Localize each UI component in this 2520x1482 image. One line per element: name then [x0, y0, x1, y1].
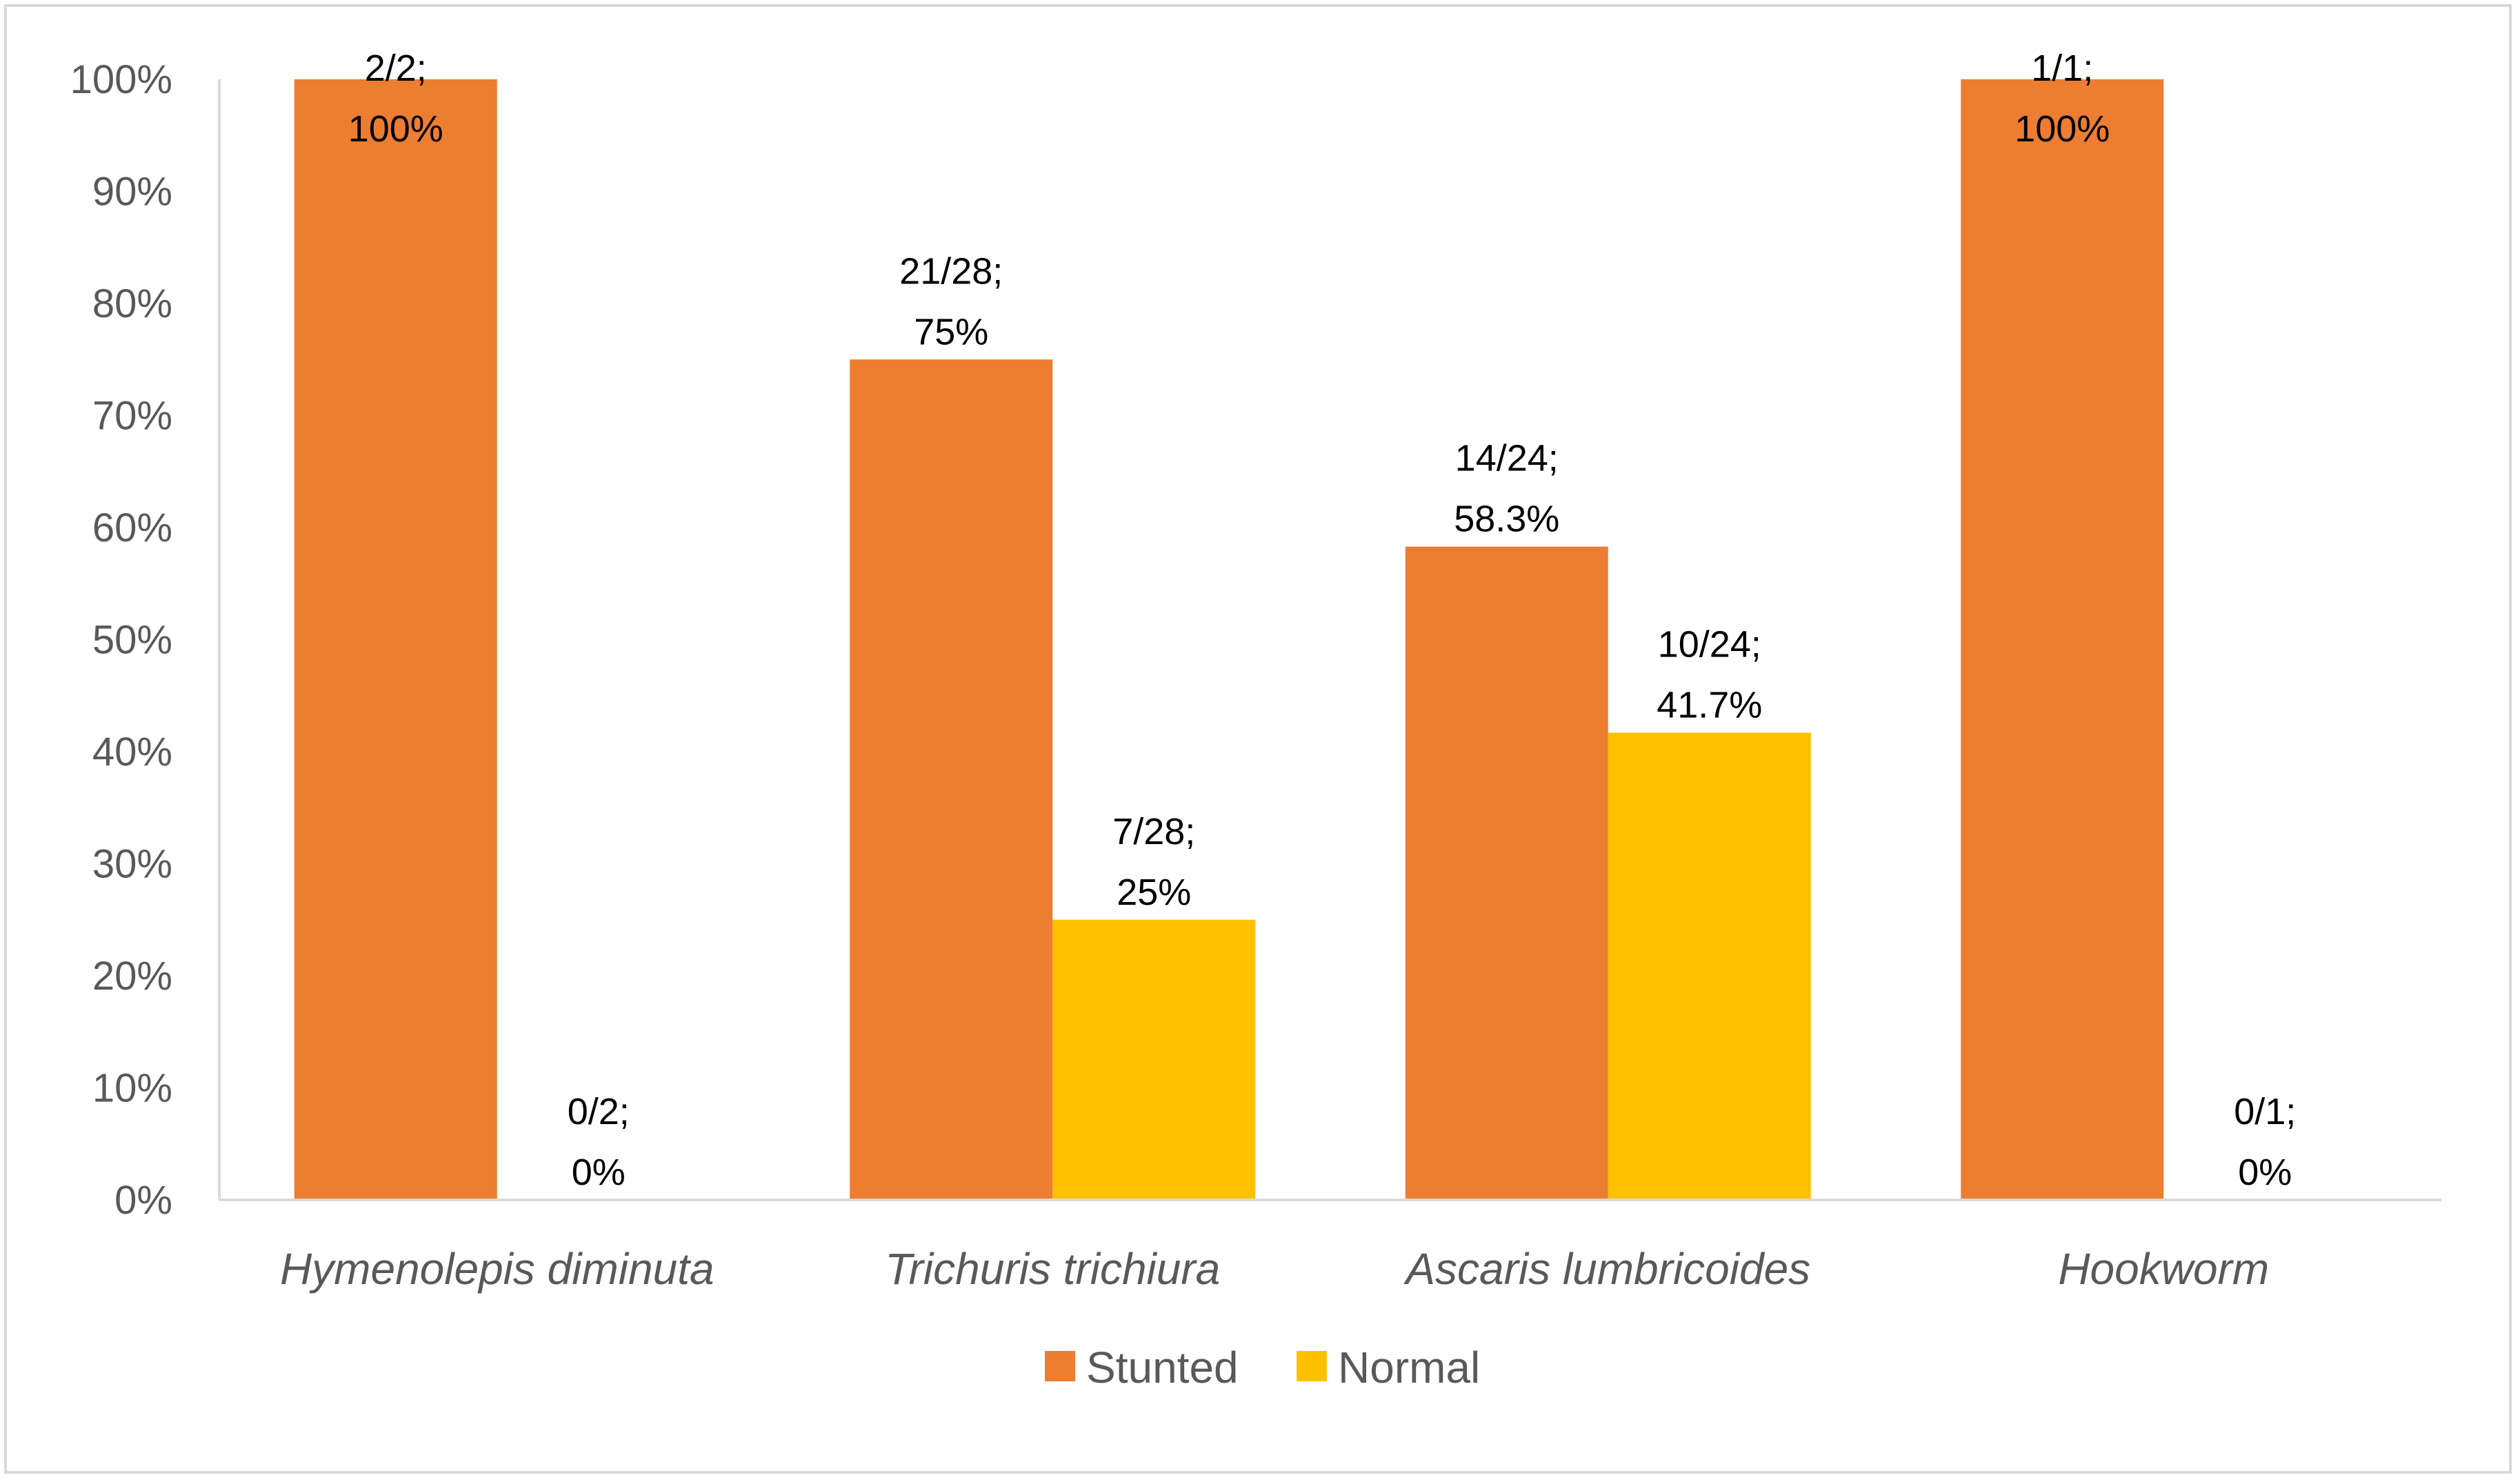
data-label: 7/28; — [1112, 811, 1195, 852]
data-label: 0/2; — [568, 1091, 630, 1132]
data-label: 58.3% — [1454, 499, 1559, 540]
bar-stunted — [850, 359, 1053, 1200]
bar-stunted — [1405, 546, 1608, 1200]
y-tick-label: 50% — [92, 618, 172, 663]
y-tick-label: 40% — [92, 730, 172, 774]
y-tick-label: 80% — [92, 281, 172, 326]
x-category-label: Hymenolepis diminuta — [280, 1244, 714, 1294]
legend-label-normal: Normal — [1338, 1343, 1480, 1392]
legend-swatch-normal — [1297, 1351, 1327, 1381]
data-label: 14/24; — [1455, 438, 1559, 479]
data-label: 75% — [914, 311, 988, 352]
legend-swatch-stunted — [1045, 1351, 1075, 1381]
data-label: 1/1; — [2031, 48, 2093, 89]
y-tick-label: 70% — [92, 394, 172, 439]
data-label: 41.7% — [1657, 684, 1762, 725]
data-label: 0% — [2238, 1152, 2292, 1193]
y-tick-label: 100% — [70, 57, 172, 102]
y-tick-label: 0% — [114, 1178, 172, 1223]
x-category-label: Trichuris trichiura — [885, 1244, 1220, 1294]
data-label: 21/28; — [899, 250, 1003, 292]
y-tick-label: 10% — [92, 1066, 172, 1111]
data-label: 100% — [348, 108, 443, 150]
data-label: 0/1; — [2234, 1091, 2296, 1132]
x-category-label: Ascaris lumbricoides — [1403, 1244, 1810, 1294]
data-label: 0% — [572, 1152, 626, 1193]
data-label: 25% — [1117, 872, 1191, 913]
data-label: 10/24; — [1658, 623, 1761, 665]
legend-label-stunted: Stunted — [1086, 1343, 1239, 1392]
bar-stunted — [294, 79, 497, 1200]
bar-normal — [1052, 919, 1256, 1200]
data-label: 100% — [2014, 108, 2110, 150]
bar-normal — [1608, 732, 1811, 1200]
x-category-label: Hookworm — [2058, 1244, 2269, 1294]
y-tick-label: 30% — [92, 842, 172, 887]
data-label: 2/2; — [365, 48, 427, 89]
y-tick-label: 20% — [92, 954, 172, 999]
y-tick-label: 90% — [92, 170, 172, 214]
y-tick-label: 60% — [92, 505, 172, 550]
bar-stunted — [1961, 79, 2164, 1200]
